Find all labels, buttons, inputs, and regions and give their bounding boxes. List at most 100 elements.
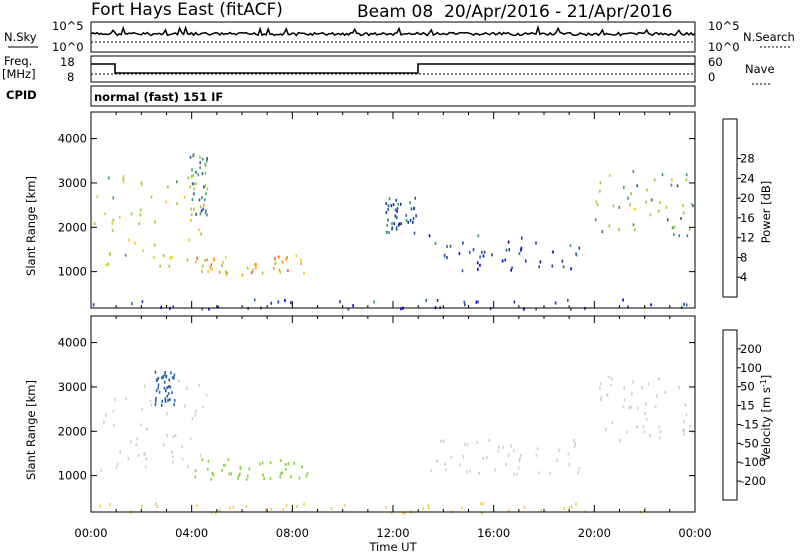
echo-cell-velocity	[166, 386, 168, 390]
echo-cell-power	[666, 218, 669, 222]
echo-cell-power	[539, 260, 542, 264]
x-tick-label: 08:00	[276, 526, 309, 540]
echo-cell-power	[109, 252, 111, 256]
colorbar-tick-label: 16	[740, 211, 755, 225]
echo-cell-velocity	[161, 376, 163, 380]
echo-cell-power	[195, 212, 197, 216]
echo-cell-power	[400, 307, 402, 311]
echo-cell-velocity	[141, 408, 143, 412]
echo-cell-velocity	[549, 471, 551, 475]
echo-cell-power	[284, 299, 286, 303]
echo-cell-power	[213, 257, 215, 261]
echo-cell-velocity	[403, 511, 406, 515]
echo-cell-velocity	[125, 396, 127, 400]
x-tick-label: 12:00	[376, 526, 409, 540]
echo-cell-velocity	[279, 475, 281, 479]
x-axis-label: Time UT	[368, 540, 417, 554]
echo-cell-velocity	[658, 377, 660, 381]
echo-cell-power	[241, 273, 244, 277]
echo-cell-velocity	[517, 466, 520, 470]
echo-cell-velocity	[611, 377, 613, 381]
echo-cell-velocity	[261, 461, 264, 465]
echo-cell-power	[199, 166, 201, 170]
echo-cell-power	[190, 175, 193, 178]
echo-cell-power	[397, 202, 400, 206]
echo-cell-power	[501, 259, 504, 263]
echo-cell-velocity	[145, 427, 148, 431]
echo-cell-velocity	[599, 386, 601, 390]
echo-cell-power	[513, 300, 516, 304]
echo-cell-velocity	[578, 467, 581, 471]
echo-cell-velocity	[463, 442, 466, 446]
echo-cell-velocity	[645, 402, 647, 406]
echo-cell-power	[281, 260, 284, 264]
echo-cell-velocity	[570, 505, 573, 509]
echo-cell-velocity	[631, 392, 633, 396]
echo-cell-power	[683, 302, 685, 306]
echo-cell-power	[204, 211, 207, 215]
echo-cell-power	[200, 232, 202, 236]
echo-cell-power	[570, 307, 572, 311]
echo-cell-velocity	[211, 472, 214, 475]
echo-cell-power	[685, 178, 688, 182]
echo-cell-power	[627, 196, 629, 200]
echo-cell-power	[477, 234, 480, 238]
echo-cell-velocity	[202, 405, 204, 409]
echo-cell-power	[410, 207, 413, 211]
echo-cell-power	[385, 230, 388, 234]
echo-cell-power	[479, 263, 481, 267]
echo-cell-velocity	[144, 465, 147, 469]
echo-cell-velocity	[168, 385, 170, 389]
echo-cell-power	[685, 303, 688, 307]
echo-cell-power	[599, 189, 601, 193]
echo-cell-velocity	[168, 378, 170, 382]
echo-cell-velocity	[228, 472, 231, 476]
echo-cell-power	[396, 216, 398, 220]
echo-cell-power	[392, 203, 395, 207]
echo-cell-velocity	[165, 389, 167, 393]
echo-cell-velocity	[664, 390, 666, 394]
echo-cell-velocity	[162, 443, 165, 447]
echo-cell-velocity	[201, 458, 204, 462]
echo-cell-power	[618, 205, 621, 209]
echo-cell-velocity	[186, 386, 188, 390]
nsky-series	[90, 24, 696, 37]
echo-cell-velocity	[482, 456, 485, 460]
echo-cell-power	[405, 213, 408, 217]
echo-cell-velocity	[280, 459, 282, 462]
echo-cell-velocity	[298, 476, 301, 480]
echo-cell-velocity	[610, 383, 612, 387]
echo-cell-velocity	[187, 465, 189, 469]
colorbar-tick-label: 15	[740, 399, 755, 413]
echo-cell-power	[204, 259, 207, 262]
echo-cell-velocity	[195, 410, 197, 413]
echo-cell-power	[190, 207, 192, 211]
echo-cell-velocity	[105, 413, 107, 417]
echo-cell-power	[688, 227, 691, 231]
echo-cell-power	[153, 243, 156, 247]
echo-cell-power	[162, 254, 165, 258]
date-range-title: 20/Apr/2016 - 21/Apr/2016	[444, 2, 672, 22]
colorbar-tick-label: 200	[740, 342, 762, 356]
beam-title: Beam 08	[357, 2, 433, 22]
echo-cell-velocity	[678, 386, 681, 389]
echo-cell-power	[632, 223, 635, 227]
cpid-label: CPID	[6, 88, 37, 102]
echo-cell-power	[192, 153, 195, 157]
echo-cell-velocity	[229, 506, 231, 510]
echo-cell-velocity	[130, 440, 132, 444]
echo-cell-power	[183, 195, 186, 199]
echo-cell-velocity	[306, 472, 309, 476]
echo-cell-velocity	[144, 384, 146, 388]
echo-cell-power	[209, 266, 212, 270]
echo-cell-power	[201, 157, 204, 161]
echo-cell-velocity	[604, 428, 607, 431]
echo-cell-power	[413, 231, 416, 235]
echo-cell-power	[206, 187, 209, 191]
echo-cell-velocity	[385, 506, 387, 509]
echo-cell-power	[385, 211, 388, 215]
echo-cell-velocity	[173, 403, 175, 407]
echo-cell-power	[203, 185, 205, 189]
echo-cell-velocity	[230, 472, 233, 476]
